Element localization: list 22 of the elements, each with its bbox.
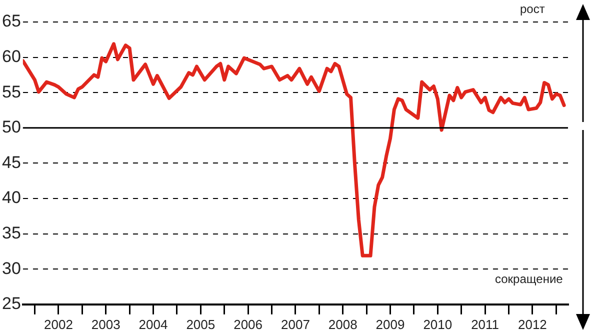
y-tick-label: 55 bbox=[2, 82, 21, 102]
x-tick-label: 2009 bbox=[376, 316, 405, 332]
y-tick-label: 40 bbox=[2, 188, 21, 208]
y-tick-label: 50 bbox=[2, 118, 21, 137]
y-tick-label: 65 bbox=[2, 12, 21, 31]
x-tick-label: 2006 bbox=[234, 316, 263, 332]
x-tick-label: 2005 bbox=[186, 316, 216, 332]
x-tick-label: 2012 bbox=[518, 316, 547, 332]
annotation: сокращение bbox=[495, 272, 563, 286]
x-tick-label: 2010 bbox=[423, 316, 452, 332]
x-tick-label: 2004 bbox=[138, 316, 168, 332]
y-tick-label: 60 bbox=[2, 46, 21, 66]
x-tick-label: 2002 bbox=[44, 316, 73, 332]
y-tick-label: 25 bbox=[2, 294, 21, 314]
text: рост bbox=[520, 2, 545, 16]
y-tick-label: 30 bbox=[2, 258, 21, 278]
y-tick-label: 35 bbox=[2, 223, 21, 242]
x-tick-label: 2011 bbox=[471, 316, 500, 332]
x-tick-label: 2007 bbox=[280, 316, 310, 332]
x-tick-label: 2008 bbox=[328, 316, 358, 332]
x-tick-label: 2003 bbox=[91, 316, 120, 332]
y-tick-label: 45 bbox=[2, 152, 21, 172]
